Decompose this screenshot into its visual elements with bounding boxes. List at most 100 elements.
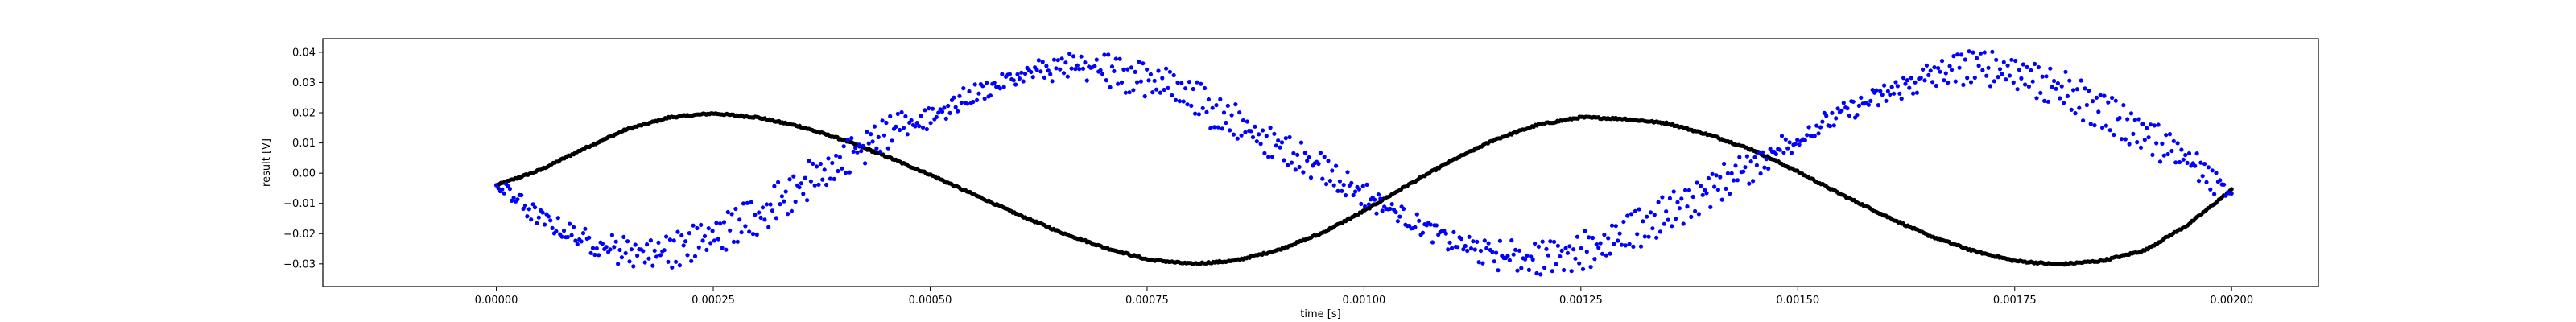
data-point <box>1272 131 1277 136</box>
data-point <box>764 202 769 207</box>
data-point <box>766 225 771 229</box>
data-point <box>1141 61 1146 66</box>
data-point <box>515 197 520 202</box>
data-point <box>2081 118 2086 123</box>
data-point <box>642 260 647 265</box>
data-point <box>1388 206 1393 212</box>
data-point <box>1125 67 1130 72</box>
data-point <box>1577 261 1582 266</box>
data-point <box>1616 238 1620 243</box>
data-point <box>836 168 840 174</box>
data-point <box>2175 141 2180 146</box>
data-point <box>1660 195 1665 200</box>
data-point <box>2021 62 2025 67</box>
y-tick-label: 0.02 <box>292 108 316 120</box>
data-point <box>587 235 592 240</box>
data-point <box>1106 52 1111 57</box>
data-point <box>975 97 980 102</box>
data-point <box>1885 89 1890 93</box>
data-point <box>1988 84 1993 89</box>
data-point <box>1980 68 1985 72</box>
data-point <box>1579 246 1583 250</box>
data-point <box>2065 93 2070 98</box>
data-point <box>772 184 777 188</box>
data-point <box>1183 86 1188 91</box>
data-point <box>724 247 729 252</box>
data-point <box>1249 129 1253 134</box>
data-point <box>1606 236 1611 241</box>
data-point <box>1936 66 1941 71</box>
data-point <box>878 149 883 154</box>
data-point <box>1507 258 1512 262</box>
data-point <box>594 246 599 251</box>
data-point <box>1975 56 1979 60</box>
data-point <box>1055 58 1060 63</box>
data-point <box>565 234 570 240</box>
data-point <box>1212 125 1217 130</box>
data-point <box>2110 95 2115 101</box>
data-point <box>2058 96 2062 101</box>
data-point <box>1953 79 1958 84</box>
data-point <box>753 213 758 217</box>
data-point <box>822 167 827 172</box>
data-point <box>1558 254 1563 259</box>
data-point <box>1573 256 1578 261</box>
data-point <box>1648 210 1653 215</box>
data-point <box>1779 134 1785 138</box>
data-point <box>536 215 541 220</box>
data-point <box>1650 226 1655 231</box>
data-point <box>1764 157 1769 162</box>
data-point <box>1876 103 1880 108</box>
data-point <box>1911 91 1916 96</box>
data-point <box>573 238 578 243</box>
data-point <box>1413 225 1418 229</box>
data-point <box>1569 269 1574 274</box>
data-point <box>1302 151 1307 155</box>
data-point <box>500 187 505 192</box>
data-point <box>2112 132 2116 138</box>
data-point <box>1308 175 1314 180</box>
data-point <box>2083 86 2087 91</box>
data-point <box>1030 75 1035 80</box>
data-point <box>2218 178 2223 183</box>
data-point <box>1654 235 1659 240</box>
data-point <box>1185 102 1190 107</box>
data-point <box>1203 85 1208 91</box>
data-point <box>1893 80 1898 85</box>
data-point <box>1011 78 1016 83</box>
data-point <box>1199 81 1203 86</box>
data-point <box>687 231 691 236</box>
data-point <box>1449 246 1455 250</box>
data-point <box>526 207 531 212</box>
data-point <box>1602 233 1607 237</box>
data-point <box>1530 257 1535 262</box>
data-point <box>1162 87 1166 93</box>
data-point <box>1526 267 1531 272</box>
data-point <box>1675 200 1680 204</box>
data-point <box>1880 93 1885 97</box>
y-tick-label: 0.00 <box>292 168 316 180</box>
data-point <box>2036 64 2041 70</box>
data-point <box>789 208 795 213</box>
data-point <box>2146 135 2151 140</box>
data-point <box>2062 101 2066 105</box>
data-point <box>2067 78 2072 83</box>
y-tick-label: 0.04 <box>292 47 316 59</box>
data-point <box>1239 133 1244 138</box>
data-point <box>2160 141 2165 146</box>
data-point <box>1468 246 1474 251</box>
data-point <box>1905 78 1909 83</box>
data-point <box>609 233 615 237</box>
data-point <box>1918 76 1923 80</box>
data-point <box>720 246 724 250</box>
data-point <box>849 136 854 141</box>
data-point <box>1961 82 1966 87</box>
data-point <box>845 138 850 142</box>
data-point <box>2152 123 2157 128</box>
data-point <box>1046 68 1051 73</box>
data-point <box>2154 141 2159 146</box>
data-point <box>677 263 683 268</box>
data-point <box>714 221 719 225</box>
data-point <box>2132 118 2137 122</box>
data-point <box>519 192 524 198</box>
